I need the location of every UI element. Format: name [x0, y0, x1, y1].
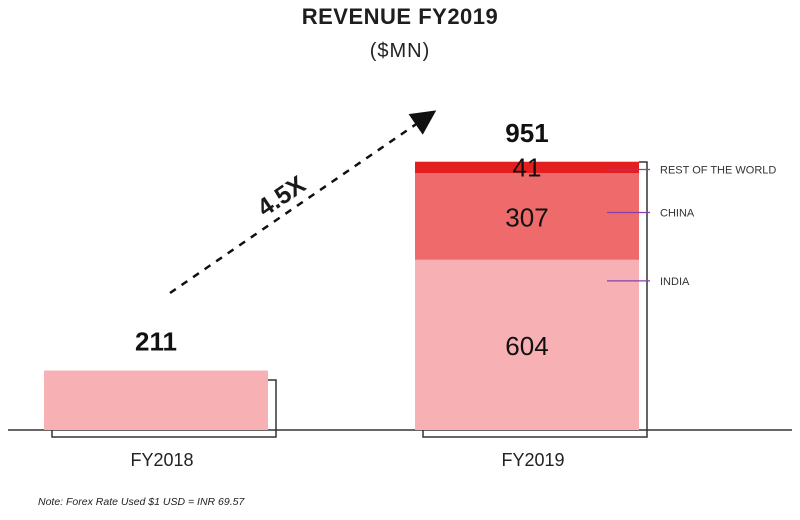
segment-value-label: 604: [505, 331, 548, 361]
x-tick-label: FY2018: [130, 450, 193, 470]
bar-fy2019-rest-of-the-world: [415, 161, 639, 174]
bar-total-label: 211: [135, 327, 177, 357]
legend-label: INDIA: [660, 276, 690, 288]
bars: [44, 161, 648, 438]
bar-bracket: [51, 379, 277, 438]
bar-fy2018-india: [44, 370, 268, 430]
x-tick-label: FY2019: [501, 450, 564, 470]
bar-fy2019-india: [415, 259, 639, 430]
legend: REST OF THE WORLD CHINA INDIA: [607, 164, 776, 288]
growth-arrow: [169, 110, 437, 295]
forex-note: Note: Forex Rate Used $1 USD = INR 69.57: [38, 496, 245, 508]
growth-label: 4.5X: [252, 170, 311, 222]
bar-labels: FY2018 211 FY2019 951 604 307 41: [130, 118, 564, 470]
bar-total-label: 951: [505, 118, 548, 148]
chart-title: REVENUE FY2019: [301, 4, 499, 29]
segment-value-label: 307: [505, 203, 548, 233]
legend-label: CHINA: [660, 208, 695, 220]
bar-bracket: [422, 161, 648, 438]
segment-value-label: 41: [513, 152, 542, 182]
bar-fy2019-china: [415, 173, 639, 260]
chart-subtitle: ($MN): [369, 40, 431, 62]
legend-label: REST OF THE WORLD: [660, 164, 776, 176]
